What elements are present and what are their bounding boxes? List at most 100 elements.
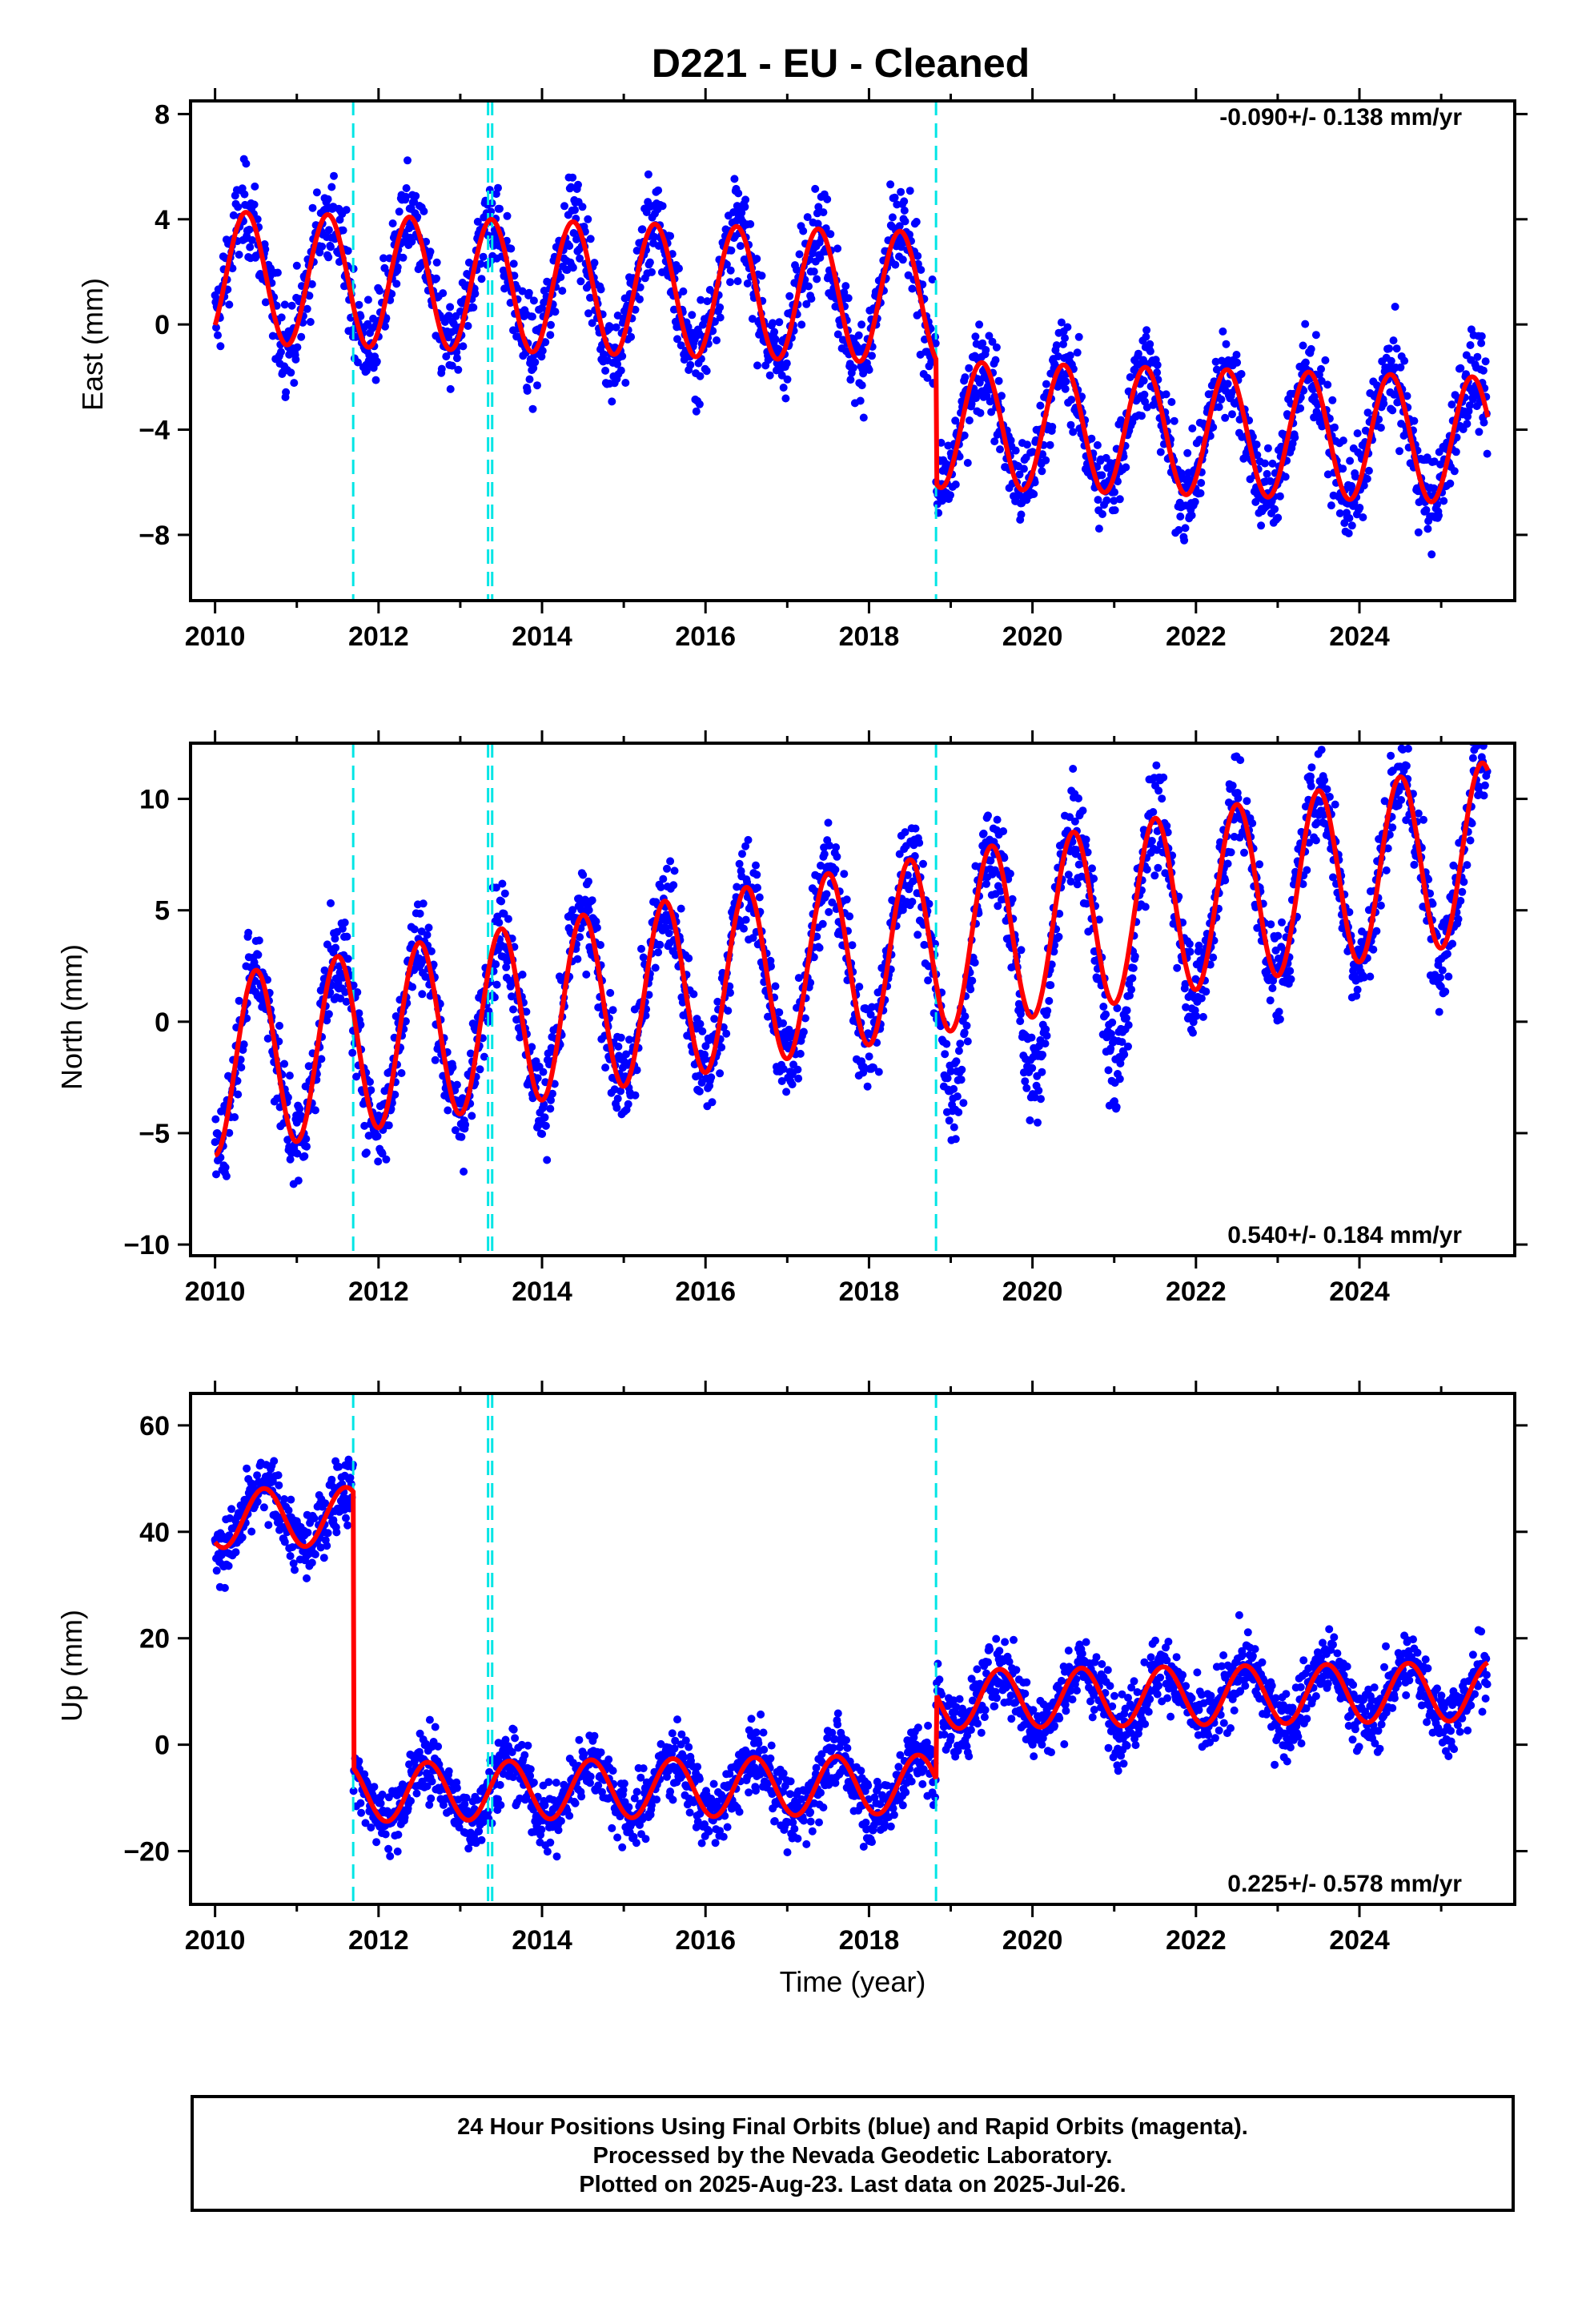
north-point [1456, 896, 1465, 905]
east-point [426, 247, 435, 256]
east-point [1447, 400, 1456, 409]
north-point [1255, 860, 1264, 869]
east-point [888, 213, 897, 222]
north-point [1323, 785, 1331, 794]
east-point [1046, 440, 1054, 449]
east-point [327, 183, 336, 191]
east-point [975, 378, 984, 387]
east-plot-area: 2010 2012 2014 2016 2018 2020 2022 2024−8−4048-… [139, 88, 1528, 652]
east-point [1477, 332, 1486, 340]
east-point [677, 341, 685, 350]
north-point [845, 912, 854, 921]
north-point [356, 1020, 365, 1029]
east-point [1052, 341, 1061, 350]
north-point [539, 1068, 548, 1076]
east-point [590, 259, 599, 267]
north-point [1287, 975, 1295, 983]
east-point [1023, 440, 1031, 449]
east-point [782, 359, 791, 368]
north-point [468, 1112, 476, 1120]
east-point [568, 263, 577, 272]
north-point [466, 1049, 475, 1058]
north-point [1042, 1031, 1051, 1040]
east-point [277, 348, 285, 356]
north-point [824, 818, 833, 827]
east-point [697, 296, 705, 304]
east-axis-label: East (mm) [76, 278, 109, 411]
east-point [846, 376, 855, 384]
north-point [1161, 869, 1170, 878]
north-point [612, 1104, 621, 1112]
east-point [456, 307, 464, 316]
east-point [541, 338, 550, 347]
north-point [300, 1152, 309, 1160]
east-point [1363, 474, 1371, 483]
east-model-curve [212, 210, 1491, 505]
east-point [1073, 348, 1082, 357]
north-point [353, 988, 362, 996]
east-point [509, 259, 518, 268]
east-point [1126, 373, 1134, 381]
north-point [818, 919, 827, 928]
north-point [1466, 836, 1475, 845]
east-x-tick-label: 2024 [1329, 621, 1390, 652]
north-point [924, 976, 933, 985]
east-point [393, 263, 402, 271]
north-point [689, 990, 698, 999]
east-data-points [211, 155, 1492, 559]
east-point [645, 258, 654, 267]
east-point [991, 356, 1000, 364]
east-point [287, 301, 296, 310]
east-point [1134, 349, 1142, 358]
north-point [1154, 786, 1163, 795]
east-point [636, 295, 644, 304]
north-point [925, 899, 934, 908]
north-point [782, 1088, 791, 1096]
north-point [410, 925, 419, 934]
north-point [498, 879, 507, 888]
north-point [1299, 880, 1307, 888]
north-point [1449, 861, 1458, 870]
east-point [1219, 327, 1227, 336]
east-point [1410, 416, 1419, 425]
east-point [1061, 384, 1070, 393]
north-point [984, 811, 992, 820]
north-point [820, 850, 829, 858]
up-point [220, 1583, 229, 1592]
up-point [289, 1559, 298, 1568]
east-point [371, 376, 380, 384]
east-point [1317, 364, 1325, 373]
east-point [449, 320, 458, 328]
north-point [1479, 743, 1488, 750]
north-point [547, 1096, 555, 1104]
north-point [460, 1168, 468, 1176]
east-point [951, 480, 960, 489]
north-point [1305, 838, 1313, 847]
east-point [1347, 481, 1356, 490]
north-point [1325, 793, 1334, 801]
east-point [702, 367, 711, 376]
north-point [622, 1050, 630, 1059]
north-point [1027, 1033, 1036, 1042]
east-rate-label: -0.090+/- 0.138 mm/yr [1219, 104, 1462, 131]
north-point [982, 879, 990, 888]
east-point [900, 197, 909, 206]
north-point [943, 1074, 952, 1083]
north-point [1072, 846, 1081, 854]
north-point [735, 859, 744, 868]
east-point [1122, 463, 1130, 472]
east-point [1146, 340, 1154, 348]
east-point [1059, 340, 1067, 348]
north-point [222, 1172, 231, 1180]
north-point [1127, 985, 1136, 994]
north-point [1008, 895, 1017, 903]
north-point [793, 1065, 802, 1074]
north-point [842, 895, 851, 904]
north-point [806, 979, 815, 987]
north-point [1159, 773, 1168, 782]
north-point [367, 1086, 375, 1095]
north-point [244, 928, 253, 937]
east-point [1030, 490, 1038, 498]
east-point [253, 215, 262, 223]
north-point [1275, 1007, 1283, 1016]
